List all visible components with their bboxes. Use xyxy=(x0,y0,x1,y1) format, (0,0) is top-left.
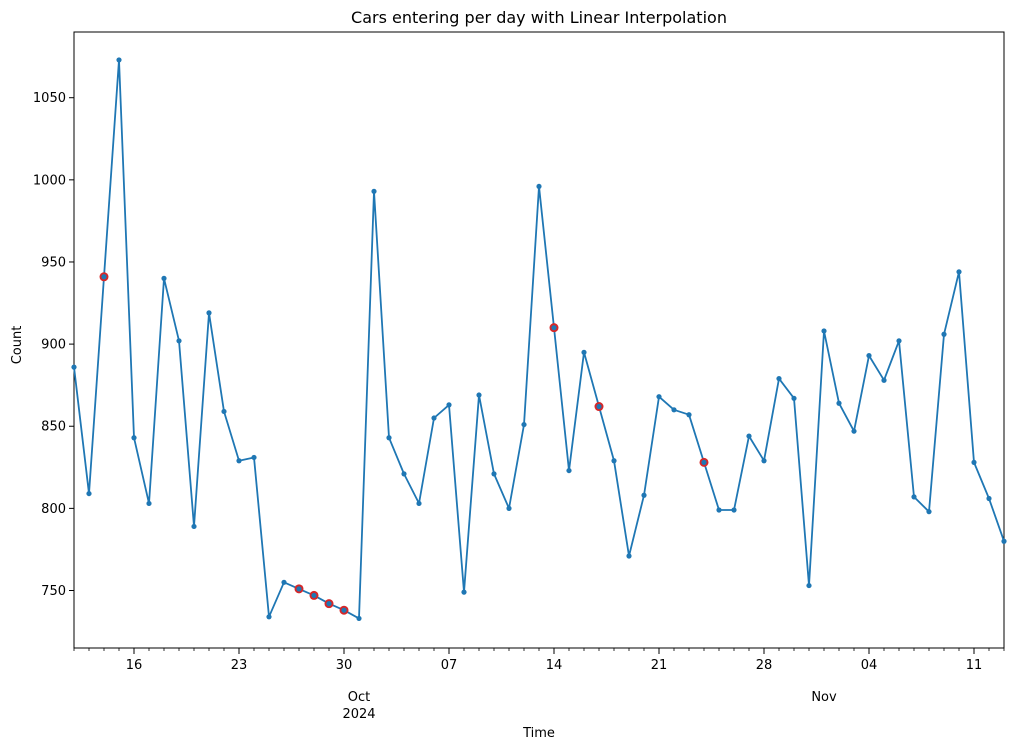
data-point xyxy=(716,507,722,513)
data-point xyxy=(611,458,617,464)
data-point xyxy=(431,415,437,421)
x-tick-label: 30 xyxy=(336,658,353,673)
data-point xyxy=(971,459,977,465)
data-point xyxy=(521,421,527,428)
x-tick-label: 23 xyxy=(231,658,248,673)
data-point xyxy=(956,269,962,275)
x-tick-label: 21 xyxy=(651,658,668,673)
x-tick-label: 16 xyxy=(126,658,143,673)
data-point xyxy=(446,402,452,408)
data-point xyxy=(281,579,287,585)
series-line xyxy=(73,59,1005,620)
data-point xyxy=(536,183,542,190)
data-point xyxy=(236,458,242,464)
data-point xyxy=(176,338,182,344)
data-point xyxy=(836,400,842,406)
data-point xyxy=(326,601,332,607)
x-tick-label: 28 xyxy=(756,658,773,673)
data-point xyxy=(656,394,662,400)
data-point xyxy=(941,331,947,337)
data-point xyxy=(626,553,632,559)
x-tick-label: 07 xyxy=(441,658,458,673)
y-axis-label: Count xyxy=(10,326,25,365)
data-point xyxy=(131,435,137,441)
data-point xyxy=(926,509,932,515)
data-point xyxy=(776,376,782,382)
x-tick-label: 14 xyxy=(546,658,563,673)
x-year-label: 2024 xyxy=(342,707,375,722)
data-point xyxy=(641,492,647,498)
data-point xyxy=(146,500,152,507)
data-point xyxy=(206,310,212,316)
data-point xyxy=(416,500,422,507)
data-point xyxy=(371,188,377,194)
x-tick-label: 11 xyxy=(966,658,983,673)
data-point xyxy=(866,353,872,359)
data-point xyxy=(506,505,512,511)
data-point xyxy=(896,338,902,344)
data-point xyxy=(986,495,992,502)
y-tick-label: 900 xyxy=(41,338,66,353)
data-point xyxy=(1001,538,1007,544)
x-month-label: Nov xyxy=(811,690,837,705)
data-point xyxy=(116,57,122,63)
data-point xyxy=(251,454,257,461)
data-point xyxy=(491,471,497,477)
data-point xyxy=(266,614,272,620)
data-point xyxy=(596,403,602,410)
data-point xyxy=(566,467,572,474)
data-point xyxy=(386,435,392,441)
data-point xyxy=(851,428,857,434)
data-point xyxy=(791,395,797,401)
data-point xyxy=(806,582,812,589)
data-point xyxy=(356,615,362,622)
data-point xyxy=(761,458,767,464)
data-point xyxy=(191,523,197,530)
data-point xyxy=(401,471,407,477)
data-point xyxy=(86,490,92,497)
x-tick-label: 04 xyxy=(861,658,878,673)
y-tick-label: 950 xyxy=(41,255,66,270)
data-point xyxy=(686,412,692,418)
data-point xyxy=(161,275,167,281)
plot-area: 750 800 850 900 950 1000 1050 16 23 30 07 14 21 28 04 1… xyxy=(33,31,1007,722)
data-point xyxy=(71,364,77,370)
data-point xyxy=(101,274,107,280)
y-tick-label: 1000 xyxy=(33,173,66,188)
data-point xyxy=(461,589,467,595)
x-axis-label: Time xyxy=(522,726,555,741)
data-point xyxy=(911,494,917,500)
chart-title: Cars entering per day with Linear Interp… xyxy=(351,8,727,27)
data-point xyxy=(341,607,347,613)
y-tick-label: 750 xyxy=(41,584,66,599)
data-point xyxy=(731,507,737,513)
data-point xyxy=(581,349,587,355)
data-point xyxy=(881,377,887,383)
data-point xyxy=(701,459,707,465)
data-point xyxy=(551,325,557,331)
y-tick-label: 800 xyxy=(41,502,66,517)
data-point xyxy=(311,592,317,599)
data-point xyxy=(476,392,482,398)
y-tick-label: 850 xyxy=(41,420,66,435)
data-point xyxy=(671,407,677,413)
data-point xyxy=(821,328,827,334)
data-point xyxy=(296,586,302,592)
data-point xyxy=(221,408,227,415)
x-month-label: Oct xyxy=(348,690,370,705)
y-tick-label: 1050 xyxy=(33,91,66,106)
data-point xyxy=(746,433,752,439)
